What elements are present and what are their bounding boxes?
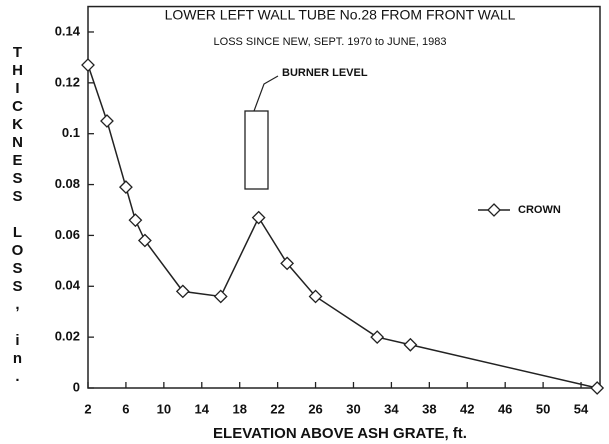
y-tick-label: 0 [73, 379, 80, 394]
point-marker [280, 256, 295, 271]
burner-box [244, 110, 269, 190]
y-tick-label: 0.1 [62, 125, 80, 140]
legend-marker [487, 203, 501, 217]
x-tick-label: 2 [84, 401, 91, 416]
point-marker [213, 289, 228, 304]
x-axis-label: ELEVATION ABOVE ASH GRATE, ft. [213, 425, 467, 442]
y-tick-label: 0.06 [55, 227, 80, 242]
x-tick-label: 42 [460, 401, 474, 416]
y-tick-label: 0.14 [55, 23, 81, 38]
legend-label: CROWN [518, 204, 561, 216]
x-tick-label: 30 [346, 401, 360, 416]
annotation: BURNER LEVEL [282, 67, 368, 79]
y-tick-label: 0.02 [55, 329, 80, 344]
x-tick-label: 46 [498, 401, 512, 416]
y-tick-label: 0.12 [55, 74, 80, 89]
point-marker [403, 337, 418, 352]
point-marker [308, 289, 323, 304]
point-marker [590, 381, 605, 395]
x-tick-label: 10 [157, 401, 171, 416]
plot-frame [87, 5, 601, 389]
point-marker [128, 213, 143, 228]
point-marker [175, 284, 190, 299]
leader-line [253, 75, 279, 112]
x-tick-label: 14 [195, 401, 210, 416]
x-tick-label: 50 [536, 401, 550, 416]
point-marker [251, 210, 266, 225]
series-line [87, 64, 598, 389]
x-tick-label: 18 [232, 401, 246, 416]
x-tick-label: 38 [422, 401, 436, 416]
point-marker [100, 114, 114, 128]
point-marker [370, 330, 385, 345]
x-tick-label: 22 [270, 401, 284, 416]
chart-subtitle: LOSS SINCE NEW, SEPT. 1970 to JUNE, 1983 [214, 36, 447, 48]
x-tick-label: 34 [384, 401, 399, 416]
point-marker [137, 233, 152, 248]
y-tick-label: 0.04 [55, 278, 81, 293]
x-tick-label: 6 [122, 401, 129, 416]
y-tick-label: 0.08 [55, 176, 80, 191]
x-tick-label: 26 [308, 401, 322, 416]
x-tick-label: 54 [574, 401, 589, 416]
y-axis-label: THICKNESS LOSS, in. [9, 44, 26, 386]
point-marker [81, 58, 95, 72]
chart-title: LOWER LEFT WALL TUBE No.28 FROM FRONT WA… [165, 7, 516, 23]
point-marker [119, 180, 133, 195]
